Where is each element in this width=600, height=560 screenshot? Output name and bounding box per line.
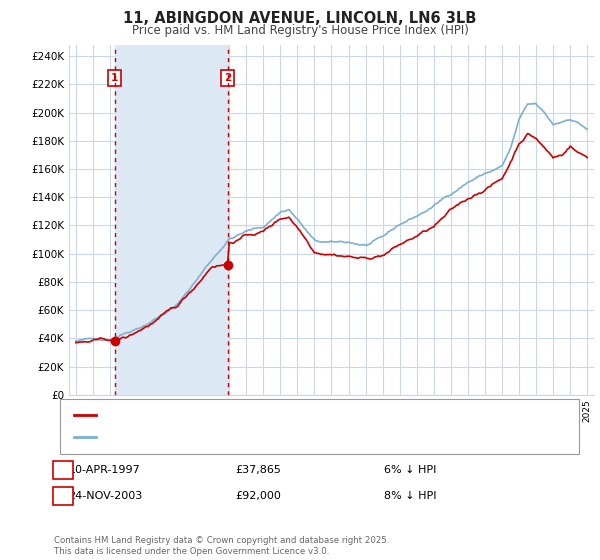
Text: 2: 2 xyxy=(224,73,231,83)
Text: Price paid vs. HM Land Registry's House Price Index (HPI): Price paid vs. HM Land Registry's House … xyxy=(131,24,469,36)
Text: 24-NOV-2003: 24-NOV-2003 xyxy=(68,491,142,501)
Text: Contains HM Land Registry data © Crown copyright and database right 2025.
This d: Contains HM Land Registry data © Crown c… xyxy=(54,536,389,556)
Text: 11, ABINGDON AVENUE, LINCOLN, LN6 3LB (semi-detached house): 11, ABINGDON AVENUE, LINCOLN, LN6 3LB (s… xyxy=(102,410,429,421)
Text: 10-APR-1997: 10-APR-1997 xyxy=(69,465,141,475)
Text: HPI: Average price, semi-detached house, Lincoln: HPI: Average price, semi-detached house,… xyxy=(102,432,344,442)
Text: £92,000: £92,000 xyxy=(235,491,281,501)
Text: 2: 2 xyxy=(59,491,67,501)
Text: 1: 1 xyxy=(111,73,118,83)
Text: 11, ABINGDON AVENUE, LINCOLN, LN6 3LB: 11, ABINGDON AVENUE, LINCOLN, LN6 3LB xyxy=(124,11,476,26)
Text: 6% ↓ HPI: 6% ↓ HPI xyxy=(384,465,436,475)
Text: 8% ↓ HPI: 8% ↓ HPI xyxy=(384,491,437,501)
Text: £37,865: £37,865 xyxy=(235,465,281,475)
Bar xyxy=(115,45,227,395)
Text: 1: 1 xyxy=(59,465,67,475)
